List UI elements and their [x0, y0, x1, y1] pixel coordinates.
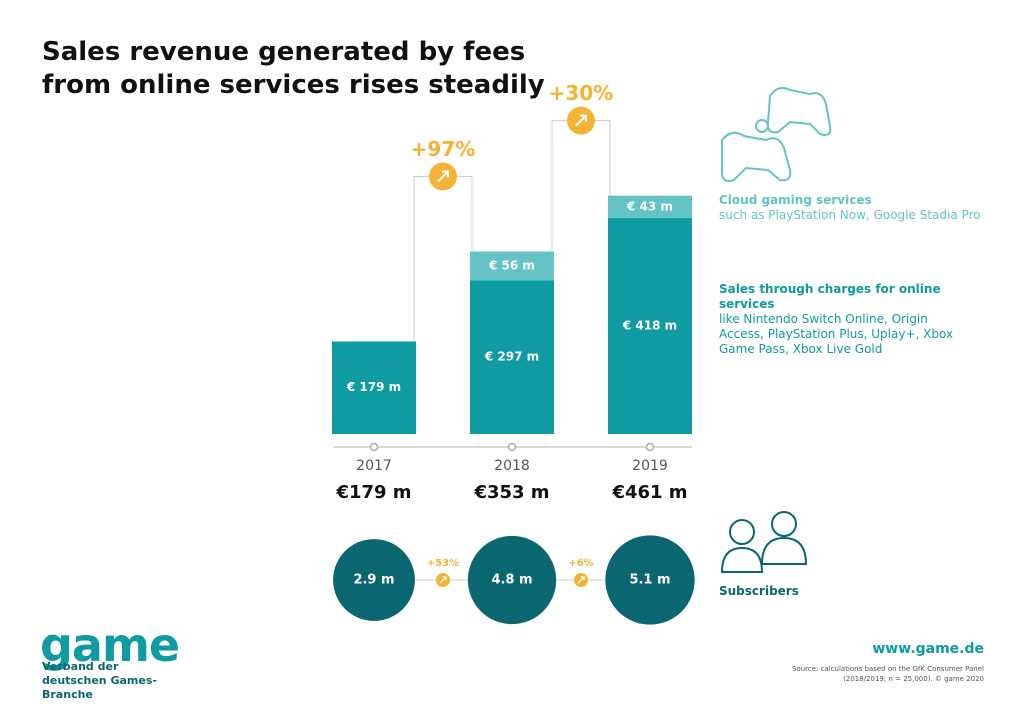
growth-connector — [413, 175, 473, 342]
x-tick-label: 2019 — [632, 458, 668, 474]
axis-dot — [507, 442, 517, 452]
growth-connector — [551, 120, 611, 252]
value-label: € 179 m — [346, 380, 401, 394]
subscriber-growth-label: +53% — [427, 558, 459, 569]
axis-dot — [645, 442, 655, 452]
bar-segment — [470, 280, 554, 434]
legend-item: Cloud gaming services such as PlayStatio… — [719, 193, 999, 223]
subscriber-label: 5.1 m — [629, 573, 670, 588]
logo: game — [40, 618, 180, 672]
growth-arrow — [577, 576, 585, 584]
subscriber-circle — [467, 535, 557, 625]
people-icon — [720, 511, 808, 573]
growth-arrow — [575, 114, 587, 127]
bar-segment — [608, 195, 692, 218]
org: Verband der deutschen Games-Branche — [42, 660, 157, 701]
controller-icon — [721, 87, 832, 182]
subscriber-growth-label: +6% — [568, 558, 593, 569]
bar-segment — [470, 251, 554, 281]
x-tick-label: 2017 — [356, 458, 392, 474]
legend-name: Cloud gaming services — [719, 193, 872, 207]
subscriber-circle — [605, 535, 695, 625]
axis-dot — [369, 442, 379, 452]
subscriber-circle — [333, 539, 415, 621]
growth-label: +30% — [549, 81, 614, 105]
x-tick-label: 2018 — [494, 458, 530, 474]
subscriber-label: 4.8 m — [491, 573, 532, 588]
value-label: € 297 m — [484, 350, 539, 364]
chart-title: Sales revenue generated by fees from onl… — [42, 37, 545, 100]
source: Source: calculations based on the GfK Co… — [791, 665, 984, 683]
bar-segment — [608, 217, 692, 434]
legend-desc: such as PlayStation Now, Google Stadia P… — [719, 208, 981, 222]
growth-arrow — [439, 576, 447, 584]
bar-segment — [332, 341, 416, 434]
legend-item: Sales through charges for online service… — [719, 282, 974, 357]
legend-desc: like Nintendo Switch Online, Origin Acce… — [719, 312, 954, 356]
total-label: €179 m — [335, 482, 411, 503]
subscriber-label: 2.9 m — [353, 573, 394, 588]
value-label: € 418 m — [622, 318, 677, 332]
total-label: €461 m — [611, 482, 687, 503]
growth-arrow — [437, 170, 449, 183]
value-label: € 56 m — [488, 258, 535, 272]
total-label: €353 m — [473, 482, 549, 503]
growth-label: +97% — [411, 137, 476, 161]
legend-name: Sales through charges for online service… — [719, 282, 941, 311]
url: www.game.de — [872, 641, 984, 657]
subscribers-title: Subscribers — [719, 584, 799, 598]
value-label: € 43 m — [626, 199, 673, 213]
